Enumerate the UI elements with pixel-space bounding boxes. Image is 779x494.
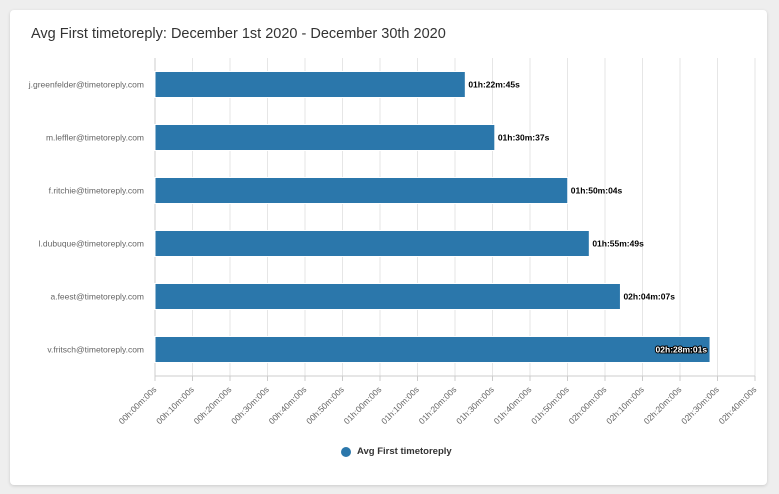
data-label: 02h:28m:01s xyxy=(656,345,708,355)
x-tick-label: 02h:30m:00s xyxy=(679,384,721,426)
bar xyxy=(154,177,569,204)
bar xyxy=(154,230,590,257)
legend-label: Avg First timetoreply xyxy=(357,446,452,457)
x-tick-label: 02h:00m:00s xyxy=(567,384,609,426)
legend[interactable]: Avg First timetoreply xyxy=(341,446,452,457)
x-tick-label: 01h:00m:00s xyxy=(342,384,384,426)
category-label: m.leffler@timetoreply.com xyxy=(46,133,144,143)
data-label: 01h:22m:45s xyxy=(468,80,520,90)
chart-card: Avg First timetoreply: December 1st 2020… xyxy=(10,10,767,485)
x-tick-label: 01h:30m:00s xyxy=(454,384,496,426)
bar xyxy=(154,283,621,310)
category-label: v.fritsch@timetoreply.com xyxy=(47,345,144,355)
category-label: j.greenfelder@timetoreply.com xyxy=(28,80,144,90)
bar xyxy=(154,124,496,151)
x-tick-label: 02h:40m:00s xyxy=(717,384,759,426)
x-tick-label: 00h:50m:00s xyxy=(304,384,346,426)
x-tick-label: 00h:00m:00s xyxy=(117,384,159,426)
category-label: f.ritchie@timetoreply.com xyxy=(49,186,144,196)
x-tick-label: 01h:10m:00s xyxy=(379,384,421,426)
x-tick-label: 00h:40m:00s xyxy=(267,384,309,426)
x-tick-label: 01h:50m:00s xyxy=(529,384,571,426)
bar-chart: 00h:00m:00s00h:10m:00s00h:20m:00s00h:30m… xyxy=(28,58,759,426)
data-label: 01h:55m:49s xyxy=(592,239,644,249)
data-label: 01h:50m:04s xyxy=(571,186,623,196)
bar xyxy=(154,71,466,98)
x-tick-label: 00h:10m:00s xyxy=(154,384,196,426)
category-label: a.feest@timetoreply.com xyxy=(50,292,144,302)
x-tick-label: 00h:20m:00s xyxy=(192,384,234,426)
bar xyxy=(154,336,711,363)
x-tick-label: 02h:20m:00s xyxy=(642,384,684,426)
x-tick-label: 02h:10m:00s xyxy=(604,384,646,426)
data-label: 01h:30m:37s xyxy=(498,133,550,143)
data-label: 02h:04m:07s xyxy=(623,292,675,302)
category-label: l.dubuque@timetoreply.com xyxy=(39,239,144,249)
chart-title: Avg First timetoreply: December 1st 2020… xyxy=(31,26,446,42)
x-tick-label: 01h:40m:00s xyxy=(492,384,534,426)
legend-swatch xyxy=(341,446,351,457)
x-tick-label: 00h:30m:00s xyxy=(229,384,271,426)
x-tick-label: 01h:20m:00s xyxy=(417,384,459,426)
